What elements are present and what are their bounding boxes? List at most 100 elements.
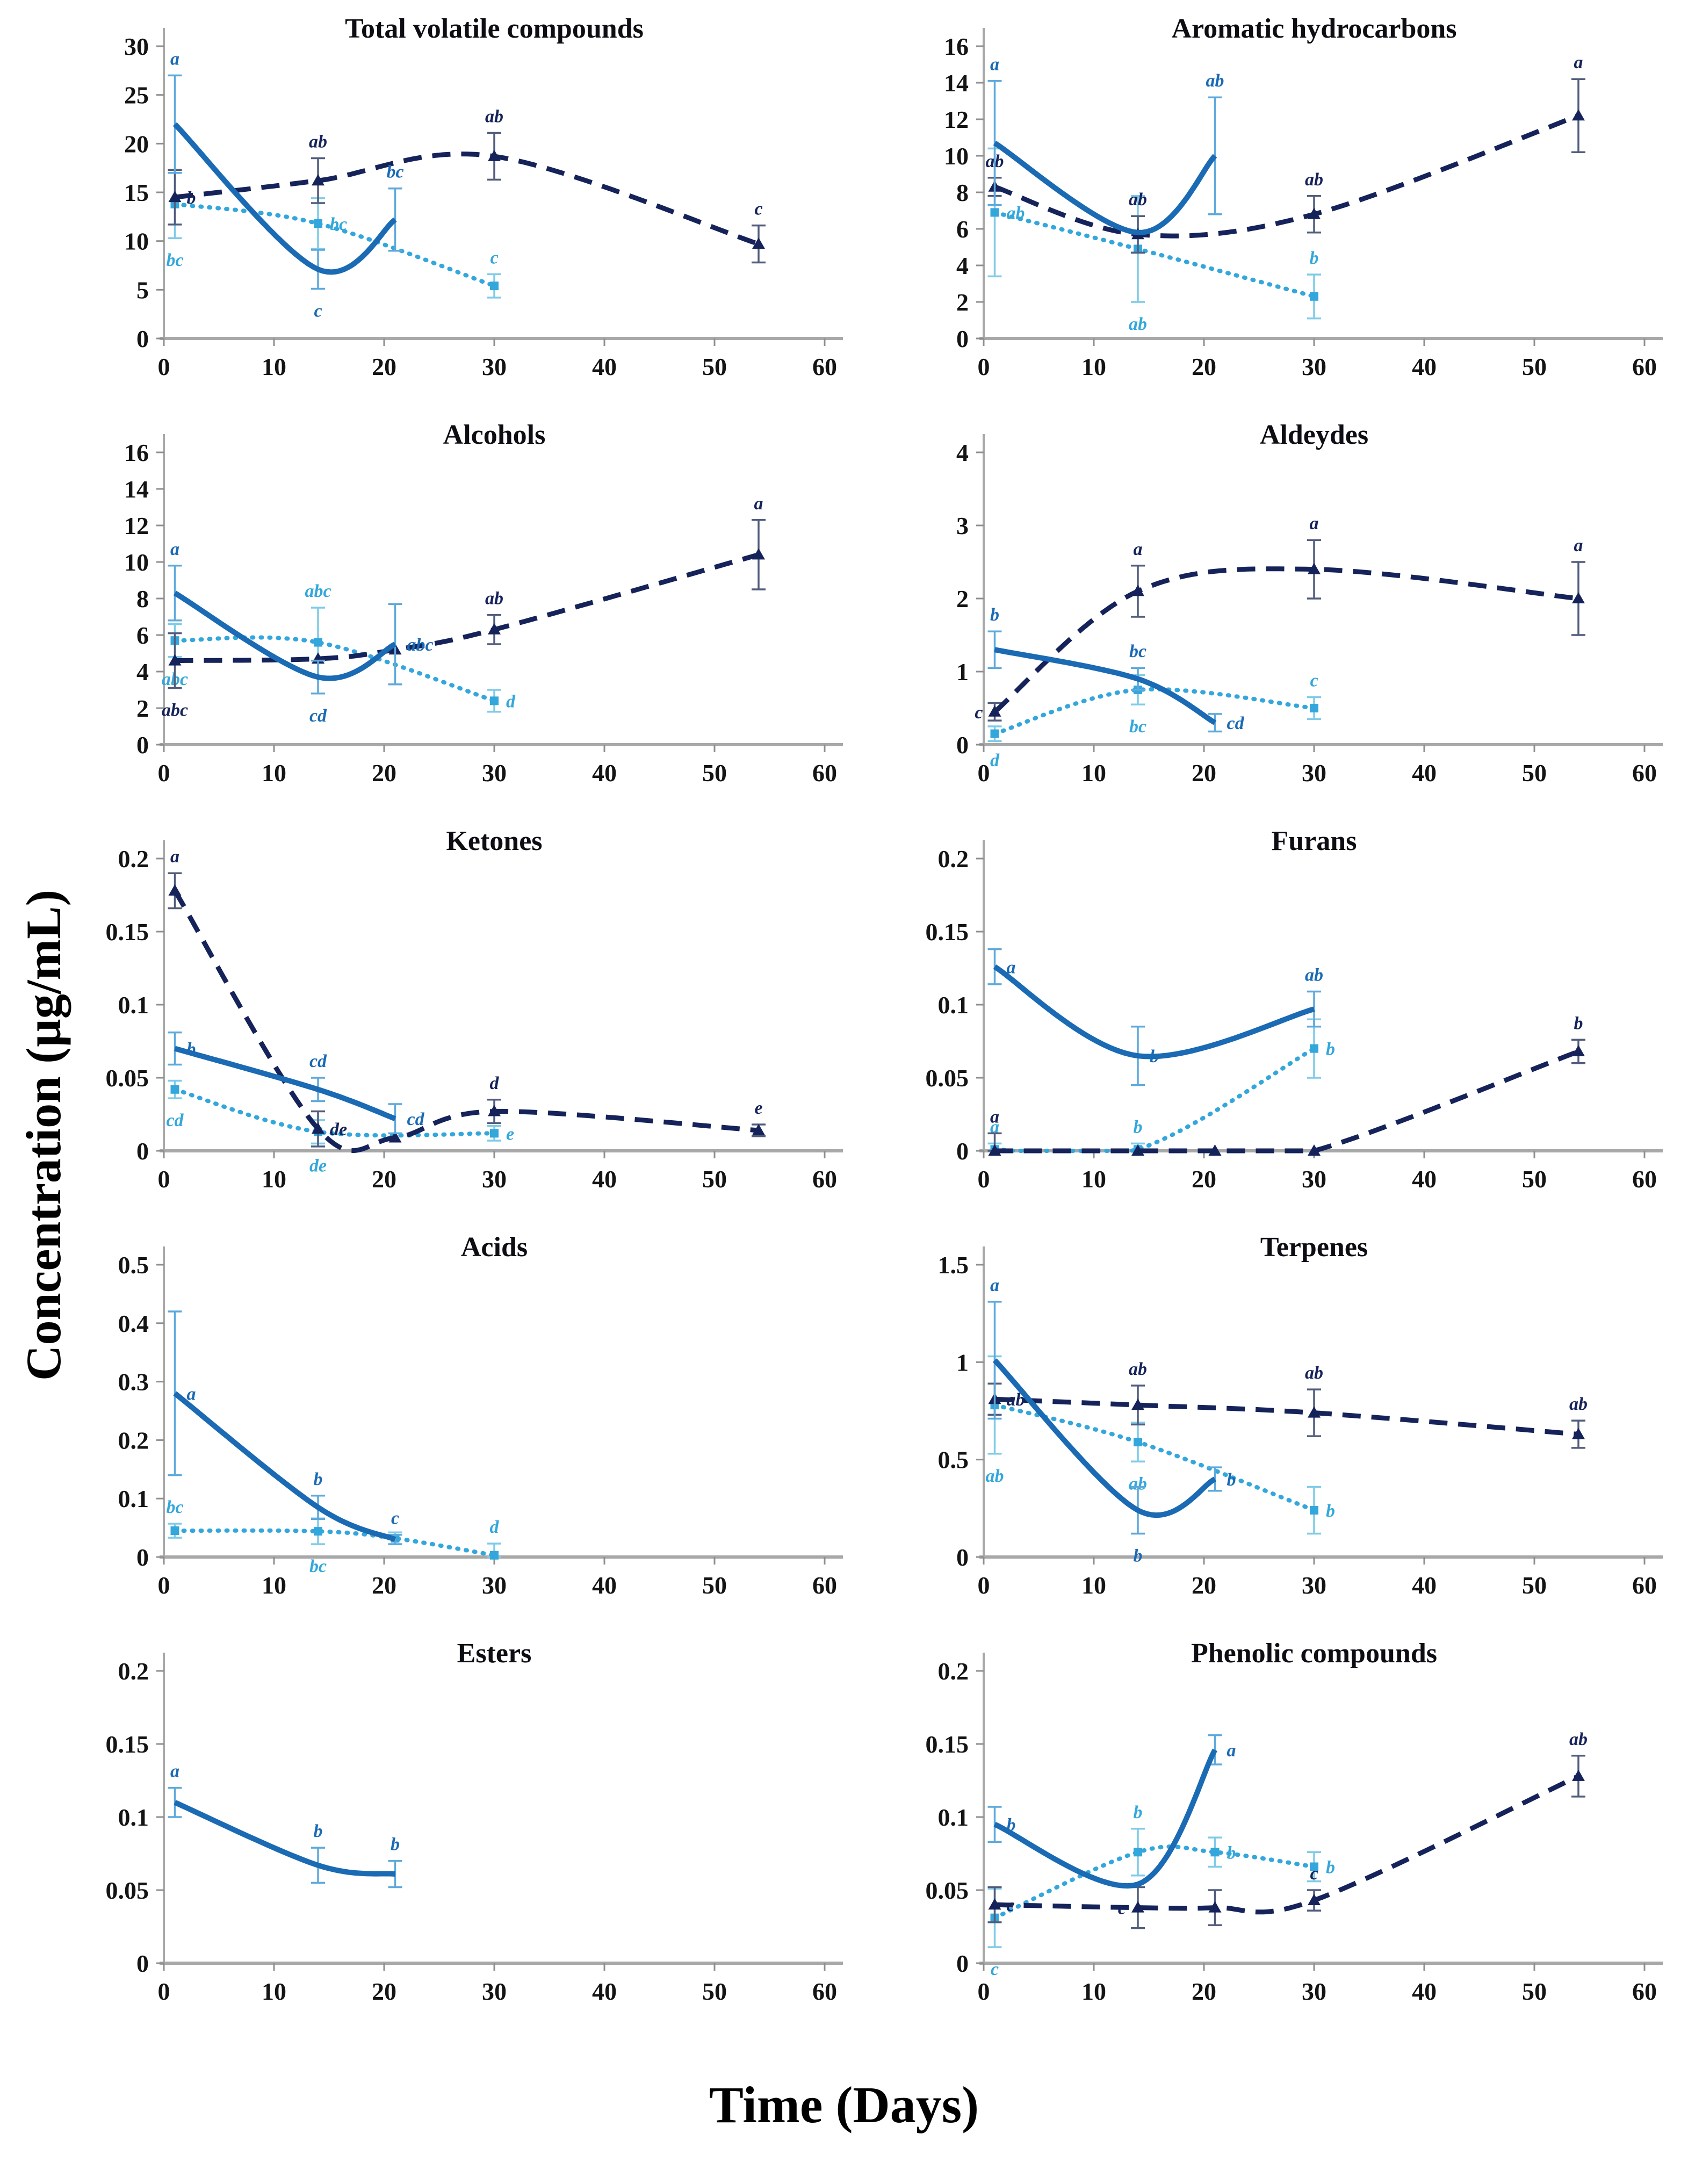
significance-letter: abc: [162, 701, 188, 720]
x-tick-label: 40: [1412, 1572, 1437, 1599]
y-tick-label: 0.1: [118, 1804, 149, 1831]
x-tick-label: 60: [812, 759, 837, 787]
x-tick-label: 50: [702, 353, 727, 380]
y-tick-label: 3: [956, 512, 969, 539]
chart-title: Esters: [457, 1638, 532, 1669]
y-tick-label: 0: [136, 1544, 149, 1571]
y-tick-label: 10: [124, 228, 149, 255]
significance-letter: a: [1310, 514, 1319, 534]
significance-letter: ab: [1129, 190, 1147, 210]
axes: 0 0.1 0.2 0.3 0.4 0.5 0 10 20 30 40 50 60: [118, 1246, 843, 1599]
y-tick-label: 0.2: [938, 845, 969, 873]
series-line-dotted: [992, 1844, 1316, 1920]
significance-letter: e: [506, 1124, 514, 1144]
significance-letter: a: [990, 1275, 999, 1295]
triangle-marker: [988, 1144, 1001, 1156]
x-tick-label: 60: [1632, 1978, 1657, 2005]
significance-letter: d: [490, 1517, 500, 1537]
y-tick-label: 6: [136, 622, 149, 649]
y-tick-label: 0.2: [118, 1657, 149, 1685]
y-tick-label: 12: [124, 512, 149, 539]
significance-letter: bc: [166, 250, 183, 270]
significance-letter: c: [391, 1509, 399, 1529]
x-tick-label: 10: [1081, 1978, 1106, 2005]
significance-letter: ab: [986, 1466, 1004, 1486]
significance-letter: ab: [1129, 1359, 1147, 1379]
x-tick-label: 50: [1522, 1572, 1547, 1599]
significance-letter: ab: [485, 589, 503, 609]
y-tick-label: 0.05: [926, 1064, 969, 1092]
y-tick-label: 8: [956, 179, 969, 206]
significance-letter: cd: [309, 706, 327, 726]
significance-letter: bc: [330, 214, 347, 234]
y-tick-label: 2: [956, 585, 969, 612]
x-tick-label: 40: [592, 353, 617, 380]
significance-letter: c: [490, 248, 498, 268]
series-solid: a b b: [168, 1762, 402, 1889]
triangle-marker: [1308, 207, 1321, 219]
y-tick-label: 14: [124, 475, 149, 503]
x-tick-label: 10: [1081, 353, 1106, 380]
chart-terpenes-cell: 0 0.5 1 1.5 0 10 20 30 40 50 60 ab ab b ab ab ab ab a b b Te…: [884, 1223, 1674, 1621]
significance-letter: ab: [1305, 1363, 1323, 1383]
significance-letter: b: [990, 605, 999, 625]
square-marker: [990, 208, 999, 217]
triangle-marker: [1131, 1901, 1144, 1913]
y-tick-label: 0.1: [118, 1485, 149, 1512]
chart-phenolic-compounds-cell: 0 0.05 0.1 0.15 0.2 0 10 20 30 40 50 60 c b b b c c c ab b a …: [884, 1629, 1674, 2028]
square-marker: [170, 1526, 179, 1536]
significance-letter: ab: [1569, 1729, 1588, 1749]
significance-letter: ab: [309, 132, 327, 152]
triangle-marker: [312, 174, 324, 186]
triangle-marker: [168, 654, 182, 666]
x-tick-label: 50: [702, 759, 727, 787]
chart-title: Total volatile compounds: [345, 13, 644, 44]
axes: 0 0.05 0.1 0.15 0.2 0 10 20 30 40 50 60: [106, 840, 843, 1193]
y-tick-label: 0.2: [118, 845, 149, 873]
series-line-dotted: [172, 635, 496, 703]
y-tick-label: 1.5: [938, 1251, 969, 1279]
triangle-marker: [1572, 1769, 1585, 1781]
series-line-solid: [173, 590, 396, 681]
x-tick-label: 0: [978, 1165, 990, 1193]
square-marker: [1310, 704, 1318, 712]
series-solid: b cd cd: [168, 1031, 425, 1135]
series-line-solid: [173, 1391, 396, 1543]
y-tick-label: 0: [956, 1950, 969, 1977]
y-tick-label: 4: [956, 439, 969, 466]
significance-letter: cd: [407, 1109, 425, 1129]
chart-title: Aromatic hydrocarbons: [1171, 13, 1457, 44]
square-marker: [1310, 1044, 1318, 1053]
x-tick-label: 0: [978, 1572, 990, 1599]
axes: 0 2 4 6 8 10 12 14 16 0 10 20 30 40 50 60: [944, 28, 1663, 380]
y-tick-label: 0: [136, 325, 149, 352]
x-tick-label: 30: [482, 1165, 507, 1193]
series-line-solid: [993, 964, 1315, 1059]
x-tick-label: 0: [158, 1165, 170, 1193]
significance-letter: a: [1227, 1741, 1236, 1761]
significance-letter: a: [170, 49, 179, 69]
y-tick-label: 4: [956, 252, 969, 279]
series-line-dashed: [993, 566, 1579, 714]
triangle-marker: [488, 623, 501, 635]
triangle-marker: [488, 1105, 501, 1116]
x-tick-label: 0: [158, 759, 170, 787]
series-line-dashed: [994, 113, 1579, 239]
square-marker: [1134, 1848, 1142, 1857]
axes: 0 5 10 15 20 25 30 0 10 20 30 40 50 60: [124, 28, 843, 380]
significance-letter: b: [391, 1835, 400, 1855]
axes: 0 0.5 1 1.5 0 10 20 30 40 50 60: [938, 1246, 1663, 1599]
significance-letter: a: [990, 1107, 999, 1127]
chart-acids-cell: 0 0.1 0.2 0.3 0.4 0.5 0 10 20 30 40 50 60 bc bc d a b c Ac…: [64, 1223, 854, 1621]
y-tick-label: 0: [136, 1137, 149, 1165]
significance-letter: b: [1227, 1843, 1236, 1863]
y-tick-label: 0: [956, 1544, 969, 1571]
significance-letter: c: [1310, 1864, 1318, 1884]
significance-letter: a: [170, 539, 179, 559]
significance-letter: a: [1574, 536, 1583, 556]
x-tick-label: 0: [158, 1572, 170, 1599]
series-solid: a c bc: [168, 49, 404, 321]
